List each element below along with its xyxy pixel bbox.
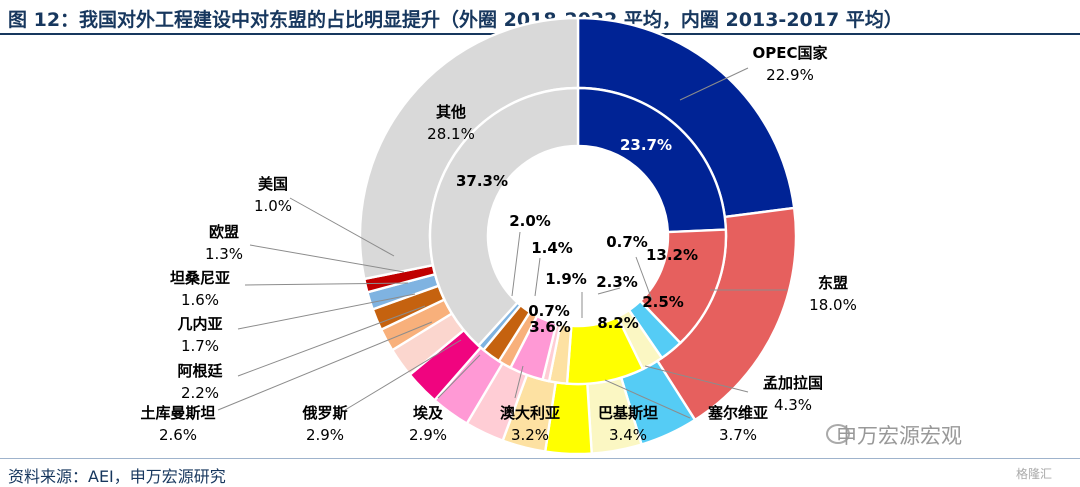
outer-label-3-value: 4.3%	[774, 396, 812, 414]
inner-leader-5	[511, 231, 521, 297]
outer-label-13-name: 欧盟	[209, 223, 239, 241]
outer-leader-14	[289, 197, 395, 257]
outer-label-15-value: 28.1%	[427, 125, 475, 143]
inner-label-10: 1.4%	[531, 239, 573, 257]
corner-watermark: 格隆汇	[1016, 467, 1053, 481]
wechat-icon	[826, 424, 850, 444]
outer-label-12-value: 1.6%	[181, 291, 219, 309]
outer-label-6-name: 澳大利亚	[500, 404, 560, 422]
outer-label-3-name: 孟加拉国	[763, 374, 823, 392]
labels: OPEC国家 22.9% 东盟 18.0% 孟加拉国 4.3% 塞尔维亚 3.7% 巴基斯坦 3.…	[140, 44, 856, 444]
inner-leader-1	[635, 256, 653, 301]
inner-slice-1	[576, 86, 728, 234]
outer-label-11-name: 几内亚	[177, 315, 222, 333]
outer-leader-10	[237, 305, 426, 377]
inner-label-2: 13.2%	[646, 246, 698, 264]
outer-label-7-name: 埃及	[413, 404, 444, 422]
outer-label-5-value: 3.4%	[609, 426, 647, 444]
footer-divider	[0, 458, 1080, 459]
outer-label-10-name: 阿根廷	[177, 362, 223, 380]
outer-ring	[358, 16, 798, 456]
source-note: 资料来源：AEI，申万宏源研究	[8, 467, 226, 486]
outer-label-4-name: 塞尔维亚	[708, 404, 768, 422]
outer-leader-1	[679, 67, 749, 101]
inner-label-1: 23.7%	[620, 136, 672, 154]
inner-label-12: 37.3%	[456, 172, 508, 190]
outer-label-15-name: 其他	[436, 103, 466, 121]
outer-leader-11	[237, 293, 416, 330]
outer-label-7-value: 2.9%	[409, 426, 447, 444]
outer-label-2-name: 东盟	[818, 274, 848, 292]
inner-label-11: 2.0%	[509, 212, 551, 230]
inner-label-4: 2.5%	[642, 293, 684, 311]
outer-label-1-name: OPEC国家	[752, 44, 827, 62]
outer-label-12-name: 坦桑尼亚	[170, 269, 230, 287]
outer-label-6-value: 3.2%	[511, 426, 549, 444]
inner-label-6: 8.2%	[597, 314, 639, 332]
watermark: 申万宏源宏观	[836, 424, 962, 448]
outer-leader-3	[644, 365, 749, 393]
inner-leader-2	[597, 287, 621, 295]
outer-label-14-value: 1.0%	[254, 197, 292, 215]
double-donut-chart: OPEC国家 22.9% 东盟 18.0% 孟加拉国 4.3% 塞尔维亚 3.7% 巴基斯坦 3.…	[140, 16, 857, 456]
outer-label-13-value: 1.3%	[205, 245, 243, 263]
outer-label-4-value: 3.7%	[719, 426, 757, 444]
inner-leader-4	[534, 257, 541, 297]
outer-leader-8	[344, 339, 462, 411]
inner-label-9: 0.7%	[528, 302, 570, 320]
outer-label-9-value: 2.6%	[159, 426, 197, 444]
outer-label-8-name: 俄罗斯	[301, 404, 347, 422]
outer-leader-13	[249, 244, 405, 273]
outer-leader-6	[514, 365, 524, 399]
outer-label-14-name: 美国	[258, 175, 288, 193]
outer-label-10-value: 2.2%	[181, 384, 219, 402]
inner-label-8: 3.6%	[529, 318, 571, 336]
chart-title: 图 12：我国对外工程建设中对东盟的占比明显提升（外圈 2018-2022 平均…	[8, 9, 903, 31]
outer-leader-4	[604, 379, 691, 419]
outer-label-5-name: 巴基斯坦	[598, 404, 658, 422]
inner-label-3: 0.7%	[606, 233, 648, 251]
inner-label-7: 1.9%	[545, 270, 587, 288]
inner-ring	[428, 86, 728, 386]
outer-leader-12	[244, 282, 409, 286]
inner-slice-15	[428, 86, 580, 348]
outer-label-11-value: 1.7%	[181, 337, 219, 355]
inner-label-5: 2.3%	[596, 273, 638, 291]
leader-lines	[217, 67, 787, 419]
outer-label-2-value: 18.0%	[809, 296, 857, 314]
outer-leader-7	[437, 354, 481, 399]
outer-label-1-value: 22.9%	[766, 66, 814, 84]
outer-leader-9	[217, 321, 433, 411]
outer-label-9-name: 土库曼斯坦	[140, 404, 215, 422]
outer-label-8-value: 2.9%	[306, 426, 344, 444]
